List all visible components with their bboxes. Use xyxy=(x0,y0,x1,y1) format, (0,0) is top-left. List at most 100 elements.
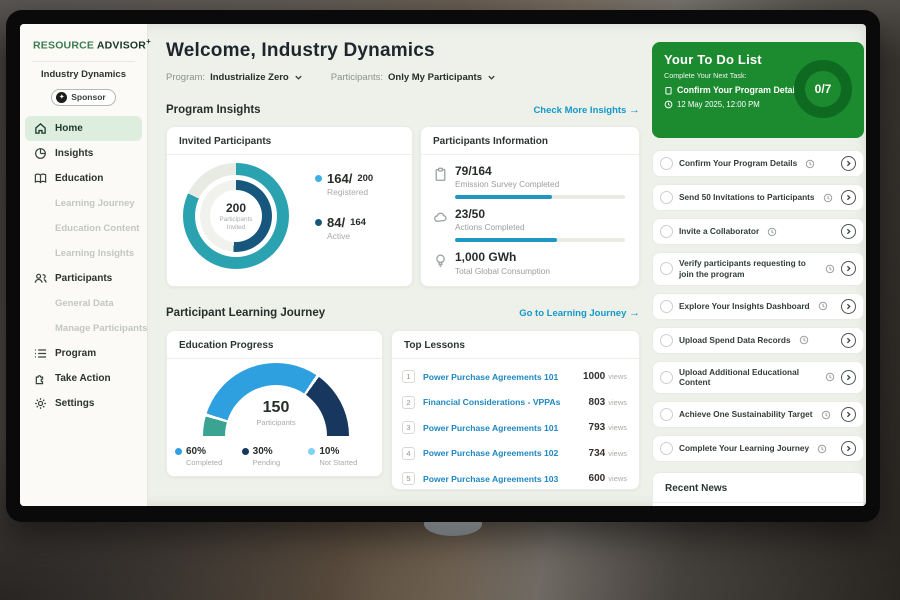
education-legend: 60% Completed 30% Pending 10% Not Starte… xyxy=(175,446,374,467)
task-list: Confirm Your Program Details Send 50 Inv… xyxy=(652,150,864,489)
arrow-right-icon: → xyxy=(629,307,640,319)
page-title: Welcome, Industry Dynamics xyxy=(166,40,435,61)
task-row[interactable]: Verify participants requesting to join t… xyxy=(652,252,864,286)
chevron-right-icon[interactable] xyxy=(841,261,856,277)
recent-news-heading: Recent News xyxy=(653,473,863,503)
chevron-right-icon[interactable] xyxy=(841,369,856,385)
sponsor-badge[interactable]: ✦ Sponsor xyxy=(51,88,116,106)
check-more-insights-link[interactable]: Check More Insights → xyxy=(533,104,640,116)
lightbulb-icon xyxy=(433,253,448,275)
card-title: Participants Information xyxy=(421,127,639,155)
clock-icon xyxy=(823,193,833,203)
sidebar-item-participants[interactable]: Participants xyxy=(20,266,147,291)
invited-legend: 164/200 Registered 84/164 Active xyxy=(315,171,373,259)
todo-title: Your To Do List xyxy=(664,52,762,67)
task-row[interactable]: Complete Your Learning Journey xyxy=(652,435,864,463)
lesson-link[interactable]: Financial Considerations - VPPAs xyxy=(423,397,561,408)
sidebar-item-manage-participants[interactable]: Manage Participants xyxy=(55,322,148,334)
todo-subtitle: Complete Your Next Task: xyxy=(664,71,747,80)
task-row[interactable]: Upload Spend Data Records xyxy=(652,326,864,354)
chevron-right-icon[interactable] xyxy=(841,332,856,348)
chevron-right-icon[interactable] xyxy=(841,224,856,239)
sidebar-item-general-data[interactable]: General Data xyxy=(55,297,114,309)
card-title: Education Progress xyxy=(167,331,382,359)
clock-icon xyxy=(818,301,828,311)
sidebar-item-education-content[interactable]: Education Content xyxy=(55,222,140,234)
main-content: Welcome, Industry Dynamics Program: Indu… xyxy=(166,24,640,506)
due-date: 12 May 2025, 12:00 PM xyxy=(677,100,760,109)
lesson-row: 3 Power Purchase Agreements 101 793 views xyxy=(402,415,627,441)
completed-dot-icon xyxy=(175,448,182,455)
sidebar-item-take-action[interactable]: Take Action xyxy=(20,366,147,391)
home-icon xyxy=(34,122,47,135)
task-checkbox[interactable] xyxy=(660,333,673,347)
sidebar-item-learning-journey[interactable]: Learning Journey xyxy=(55,197,135,209)
chevron-right-icon[interactable] xyxy=(841,190,856,205)
list-icon xyxy=(34,347,47,360)
monitor-bezel: RESOURCE ADVISOR+ Industry Dynamics ✦ Sp… xyxy=(6,10,880,522)
task-checkbox[interactable] xyxy=(660,442,673,456)
chevron-right-icon[interactable] xyxy=(841,441,856,457)
task-row[interactable]: Confirm Your Program Details xyxy=(652,150,864,177)
task-row[interactable]: Explore Your Insights Dashboard xyxy=(652,292,864,320)
not-started-dot-icon xyxy=(308,448,316,455)
task-row[interactable]: Invite a Collaborator xyxy=(652,218,864,245)
org-name: Industry Dynamics xyxy=(41,68,126,80)
sidebar-item-home[interactable]: Home xyxy=(25,115,142,141)
rank-badge: 3 xyxy=(402,421,415,435)
program-filter[interactable]: Program: Industrialize Zero xyxy=(166,72,303,83)
participants-filter[interactable]: Participants: Only My Participants xyxy=(331,72,496,83)
chevron-right-icon[interactable] xyxy=(841,407,856,423)
chevron-down-icon xyxy=(487,73,496,82)
todo-progress-count: 0/7 xyxy=(814,82,832,96)
task-row[interactable]: Send 50 Invitations to Participants xyxy=(652,184,864,211)
filters-row: Program: Industrialize Zero Participants… xyxy=(166,72,496,83)
sidebar-item-learning-insights[interactable]: Learning Insights xyxy=(55,247,135,259)
clock-icon xyxy=(805,159,815,169)
task-checkbox[interactable] xyxy=(660,225,673,238)
lesson-link[interactable]: Power Purchase Agreements 101 xyxy=(423,371,559,382)
rank-badge: 2 xyxy=(402,395,415,409)
chevron-right-icon[interactable] xyxy=(841,298,856,314)
emission-survey-stat: 79/164 Emission Survey Completed xyxy=(433,164,625,200)
task-row[interactable]: Upload Additional Educational Content xyxy=(652,360,864,395)
task-checkbox[interactable] xyxy=(660,157,673,170)
actions-progress-bar xyxy=(455,238,625,243)
lesson-row: 2 Financial Considerations - VPPAs 803 vi… xyxy=(402,390,627,416)
task-checkbox[interactable] xyxy=(660,191,673,204)
sidebar-nav: Home Insights Education Learning Journey xyxy=(20,115,148,416)
legend-registered: 164/200 Registered xyxy=(315,171,373,197)
lesson-link[interactable]: Power Purchase Agreements 102 xyxy=(423,448,559,459)
task-checkbox[interactable] xyxy=(660,262,673,276)
card-title: Invited Participants xyxy=(167,127,412,155)
book-icon xyxy=(34,172,47,185)
invited-donut-chart: 200 Participants Invited xyxy=(183,163,289,269)
lesson-row: 1 Power Purchase Agreements 101 1000 view… xyxy=(402,364,627,390)
chevron-right-icon[interactable] xyxy=(841,156,856,171)
sidebar-item-settings[interactable]: Settings xyxy=(20,391,147,416)
task-checkbox[interactable] xyxy=(660,370,673,384)
legend-pending: 30% Pending xyxy=(241,446,308,467)
clipboard-icon xyxy=(664,86,673,95)
sidebar-item-insights[interactable]: Insights xyxy=(20,141,147,166)
card-title: Top Lessons xyxy=(392,331,639,359)
education-gauge-chart: 150 Participants xyxy=(203,363,349,436)
lesson-link[interactable]: Power Purchase Agreements 103 xyxy=(423,473,559,484)
task-row[interactable]: Achieve One Sustainability Target xyxy=(652,401,864,429)
lesson-row: 4 Power Purchase Agreements 102 734 views xyxy=(402,441,627,467)
task-checkbox[interactable] xyxy=(660,299,673,313)
lesson-link[interactable]: Power Purchase Agreements 101 xyxy=(423,422,559,433)
brand-logo[interactable]: RESOURCE ADVISOR+ xyxy=(33,37,151,52)
chevron-down-icon xyxy=(294,73,303,82)
sidebar-item-education[interactable]: Education xyxy=(20,166,147,191)
sidebar: RESOURCE ADVISOR+ Industry Dynamics ✦ Sp… xyxy=(20,24,151,506)
gauge-center-value: 150 xyxy=(262,399,290,416)
arrow-right-icon: → xyxy=(629,104,640,116)
gauge-center-label: Participants xyxy=(256,418,296,427)
sidebar-item-program[interactable]: Program xyxy=(20,341,147,366)
people-icon xyxy=(34,272,47,285)
go-to-learning-journey-link[interactable]: Go to Learning Journey → xyxy=(519,307,640,319)
top-lessons-card: Top Lessons 1 Power Purchase Agreements … xyxy=(391,330,640,490)
task-checkbox[interactable] xyxy=(660,408,673,422)
actions-completed-stat: 23/50 Actions Completed xyxy=(433,207,625,243)
